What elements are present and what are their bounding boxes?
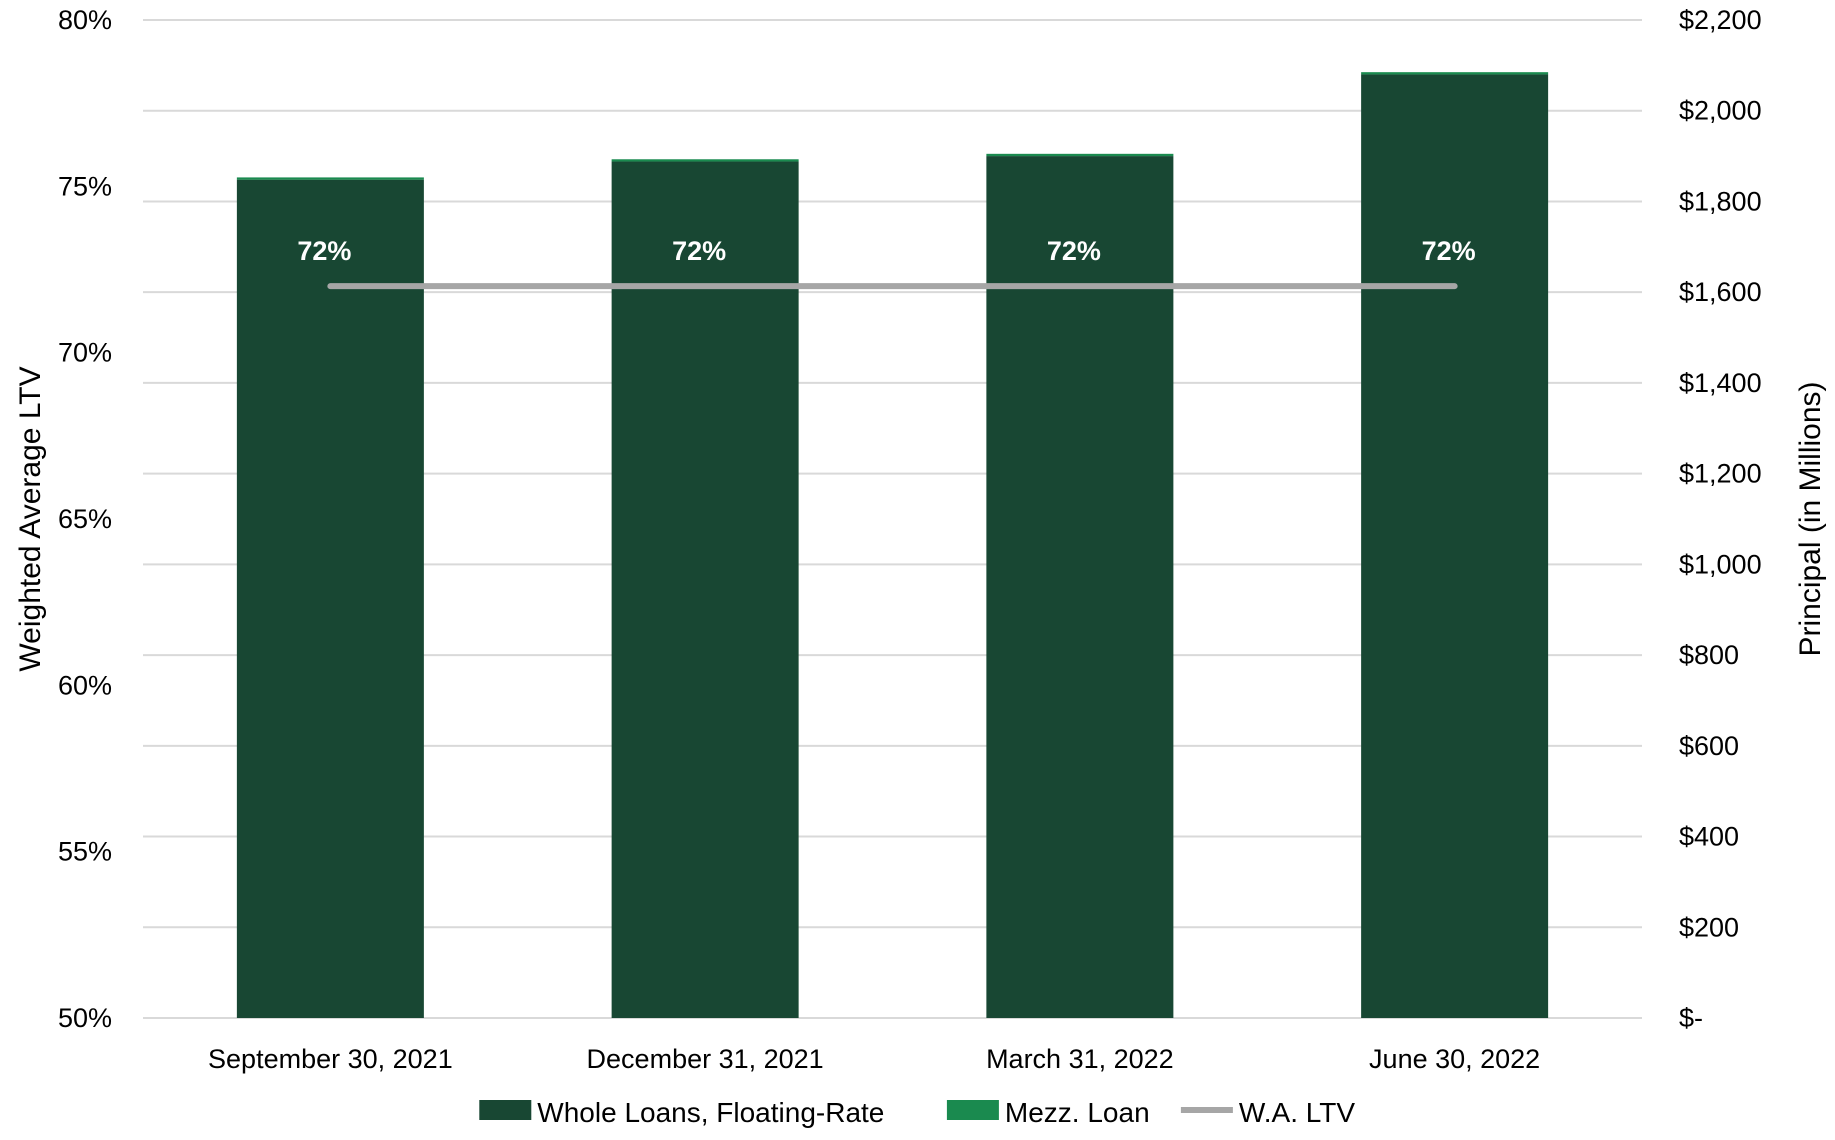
legend-layer: Whole Loans, Floating-Rate Mezz. Loan W.A.… <box>479 1097 1355 1128</box>
y-right-tick-label: $- <box>1679 1003 1703 1033</box>
bar-mezz-loan <box>236 177 424 180</box>
y-right-tick-label: $2,000 <box>1679 96 1762 126</box>
legend-swatch <box>946 1100 999 1120</box>
y-left-axis-title: Weighted Average LTV <box>14 366 47 671</box>
ltv-data-label: 72% <box>1422 236 1476 266</box>
ltv-data-label: 72% <box>672 236 726 266</box>
y-right-tick-label: $400 <box>1679 822 1739 852</box>
axis-layer: 50% 55% 60% 65% 70% 75% 80% $- $200 $400 $600 $800 $… <box>14 5 1827 1074</box>
y-right-tick-label: $1,600 <box>1679 277 1762 307</box>
bar-whole-loans <box>986 156 1174 1018</box>
x-tick-label: September 30, 2021 <box>208 1044 453 1074</box>
y-right-axis-title: Principal (in Millions) <box>1794 381 1827 656</box>
x-tick-label: June 30, 2022 <box>1369 1044 1540 1074</box>
y-right-tick-label: $1,000 <box>1679 549 1762 579</box>
y-right-tick-label: $1,400 <box>1679 368 1762 398</box>
bar-whole-loans <box>611 161 799 1018</box>
y-left-tick-label: 65% <box>58 504 112 534</box>
y-left-tick-label: 55% <box>58 837 112 867</box>
y-right-tick-label: $1,200 <box>1679 459 1762 489</box>
y-right-tick-label: $800 <box>1679 640 1739 670</box>
legend-label: Mezz. Loan <box>1005 1097 1150 1128</box>
y-left-tick-label: 70% <box>58 338 112 368</box>
y-right-tick-label: $2,200 <box>1679 5 1762 35</box>
label-layer: 72% 72% 72% 72% <box>297 236 1475 266</box>
bar-mezz-loan <box>1361 72 1549 75</box>
x-tick-label: December 31, 2021 <box>587 1044 824 1074</box>
y-right-tick-label: $200 <box>1679 912 1739 942</box>
bar-mezz-loan <box>986 153 1174 157</box>
bar-layer <box>236 72 1549 1019</box>
y-right-tick-label: $1,800 <box>1679 186 1762 216</box>
bar-whole-loans <box>236 179 424 1018</box>
y-left-tick-label: 75% <box>58 171 112 201</box>
bar-whole-loans <box>1361 74 1549 1019</box>
x-tick-label: March 31, 2022 <box>986 1044 1174 1074</box>
y-left-tick-label: 60% <box>58 670 112 700</box>
legend-label: Whole Loans, Floating-Rate <box>537 1097 884 1128</box>
ltv-data-label: 72% <box>1047 236 1101 266</box>
legend-label: W.A. LTV <box>1239 1097 1355 1128</box>
y-left-tick-label: 80% <box>58 5 112 35</box>
legend-swatch <box>479 1100 532 1120</box>
y-left-tick-label: 50% <box>58 1003 112 1033</box>
y-right-tick-label: $600 <box>1679 731 1739 761</box>
bar-mezz-loan <box>611 159 799 162</box>
ltv-data-label: 72% <box>297 236 351 266</box>
